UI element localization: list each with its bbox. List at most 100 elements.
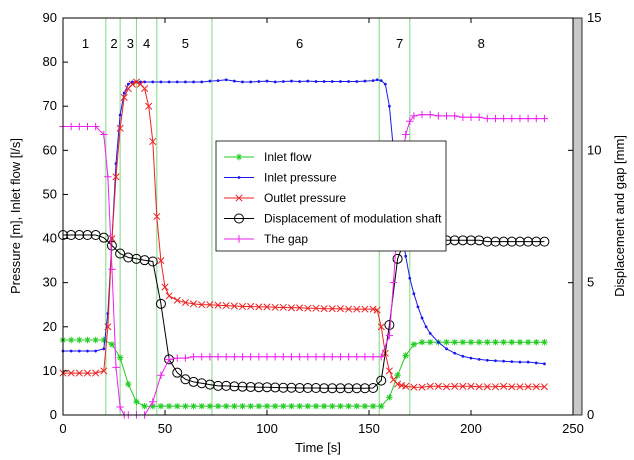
data-point (483, 114, 492, 123)
data-point (271, 303, 279, 311)
data-point (151, 80, 155, 84)
data-point (328, 353, 336, 361)
data-point (363, 79, 367, 83)
data-point (482, 236, 493, 247)
data-point (524, 339, 532, 346)
data-point (418, 339, 426, 346)
data-point (377, 323, 385, 331)
data-point (295, 353, 304, 361)
y-left-tick-label: 80 (43, 54, 57, 69)
data-point (238, 302, 247, 311)
data-point (475, 339, 483, 346)
data-point (173, 354, 181, 362)
plot-frame (62, 17, 574, 416)
legend-box (215, 140, 447, 252)
data-point (280, 402, 287, 410)
data-point (347, 80, 350, 83)
data-point (92, 336, 99, 344)
phase-label: 7 (396, 36, 403, 51)
data-point (91, 122, 100, 131)
data-point (263, 353, 271, 361)
data-point (298, 80, 302, 83)
data-point (378, 402, 385, 410)
y-axis-right-title: Displacement and gap [mm] (612, 135, 627, 297)
data-point (290, 79, 293, 83)
data-point (532, 114, 540, 123)
data-point (477, 358, 481, 361)
data-point (328, 305, 336, 313)
data-point (288, 402, 295, 410)
data-point (206, 353, 214, 361)
y-left-tick-label: 10 (43, 363, 57, 378)
data-point (510, 360, 514, 364)
data-point (100, 130, 108, 139)
data-point (394, 380, 402, 388)
data-point (369, 402, 377, 410)
data-point (222, 302, 230, 310)
data-point (132, 78, 140, 86)
data-point (459, 382, 467, 390)
phase-label: 5 (182, 36, 189, 51)
data-point (320, 353, 328, 361)
data-point (451, 382, 459, 390)
data-point (418, 110, 426, 119)
data-point (159, 80, 163, 84)
data-point (172, 367, 183, 378)
data-point (336, 353, 345, 361)
data-point (304, 304, 312, 312)
data-point (145, 102, 153, 110)
data-point (296, 304, 304, 312)
data-point (230, 353, 239, 361)
phase-label: 6 (296, 36, 303, 51)
data-point (255, 353, 263, 361)
data-point (532, 383, 540, 391)
data-point (523, 236, 534, 247)
data-point (190, 300, 198, 308)
data-point (402, 130, 410, 139)
data-point (526, 360, 530, 364)
data-point (312, 402, 320, 410)
data-point (115, 248, 126, 259)
data-point (461, 354, 465, 358)
data-point (192, 80, 195, 84)
data-point (230, 302, 238, 310)
data-point (483, 383, 491, 391)
data-point (371, 79, 375, 83)
data-point (255, 303, 263, 311)
data-point (427, 339, 434, 346)
data-point (104, 173, 112, 181)
y-left-tick-label: 20 (43, 319, 57, 334)
data-point (491, 114, 500, 123)
data-point (434, 112, 443, 120)
data-point (327, 383, 338, 394)
data-point (287, 353, 296, 361)
data-point (466, 235, 476, 246)
y-left-tick-label: 90 (43, 10, 57, 25)
data-point (335, 383, 346, 394)
data-point (467, 382, 475, 390)
data-point (469, 356, 473, 360)
data-point (116, 124, 124, 132)
data-point (508, 114, 516, 123)
data-point (531, 236, 542, 247)
data-point (343, 383, 354, 394)
phase-label: 2 (110, 36, 117, 51)
data-point (304, 353, 312, 361)
data-point (92, 369, 100, 377)
data-point (279, 353, 288, 361)
phase-label: 1 (82, 36, 89, 51)
data-point (157, 371, 165, 379)
data-point (451, 339, 458, 346)
series-outlet-pressure (59, 78, 548, 391)
data-point (182, 402, 189, 410)
data-point (76, 336, 83, 344)
data-point (385, 367, 393, 375)
data-point (373, 306, 381, 314)
legend-marker (237, 176, 241, 179)
data-point (246, 353, 255, 361)
y-left-tick-label: 70 (43, 98, 57, 113)
phase-label: 4 (143, 36, 150, 51)
data-point (123, 252, 134, 263)
data-point (278, 382, 289, 393)
